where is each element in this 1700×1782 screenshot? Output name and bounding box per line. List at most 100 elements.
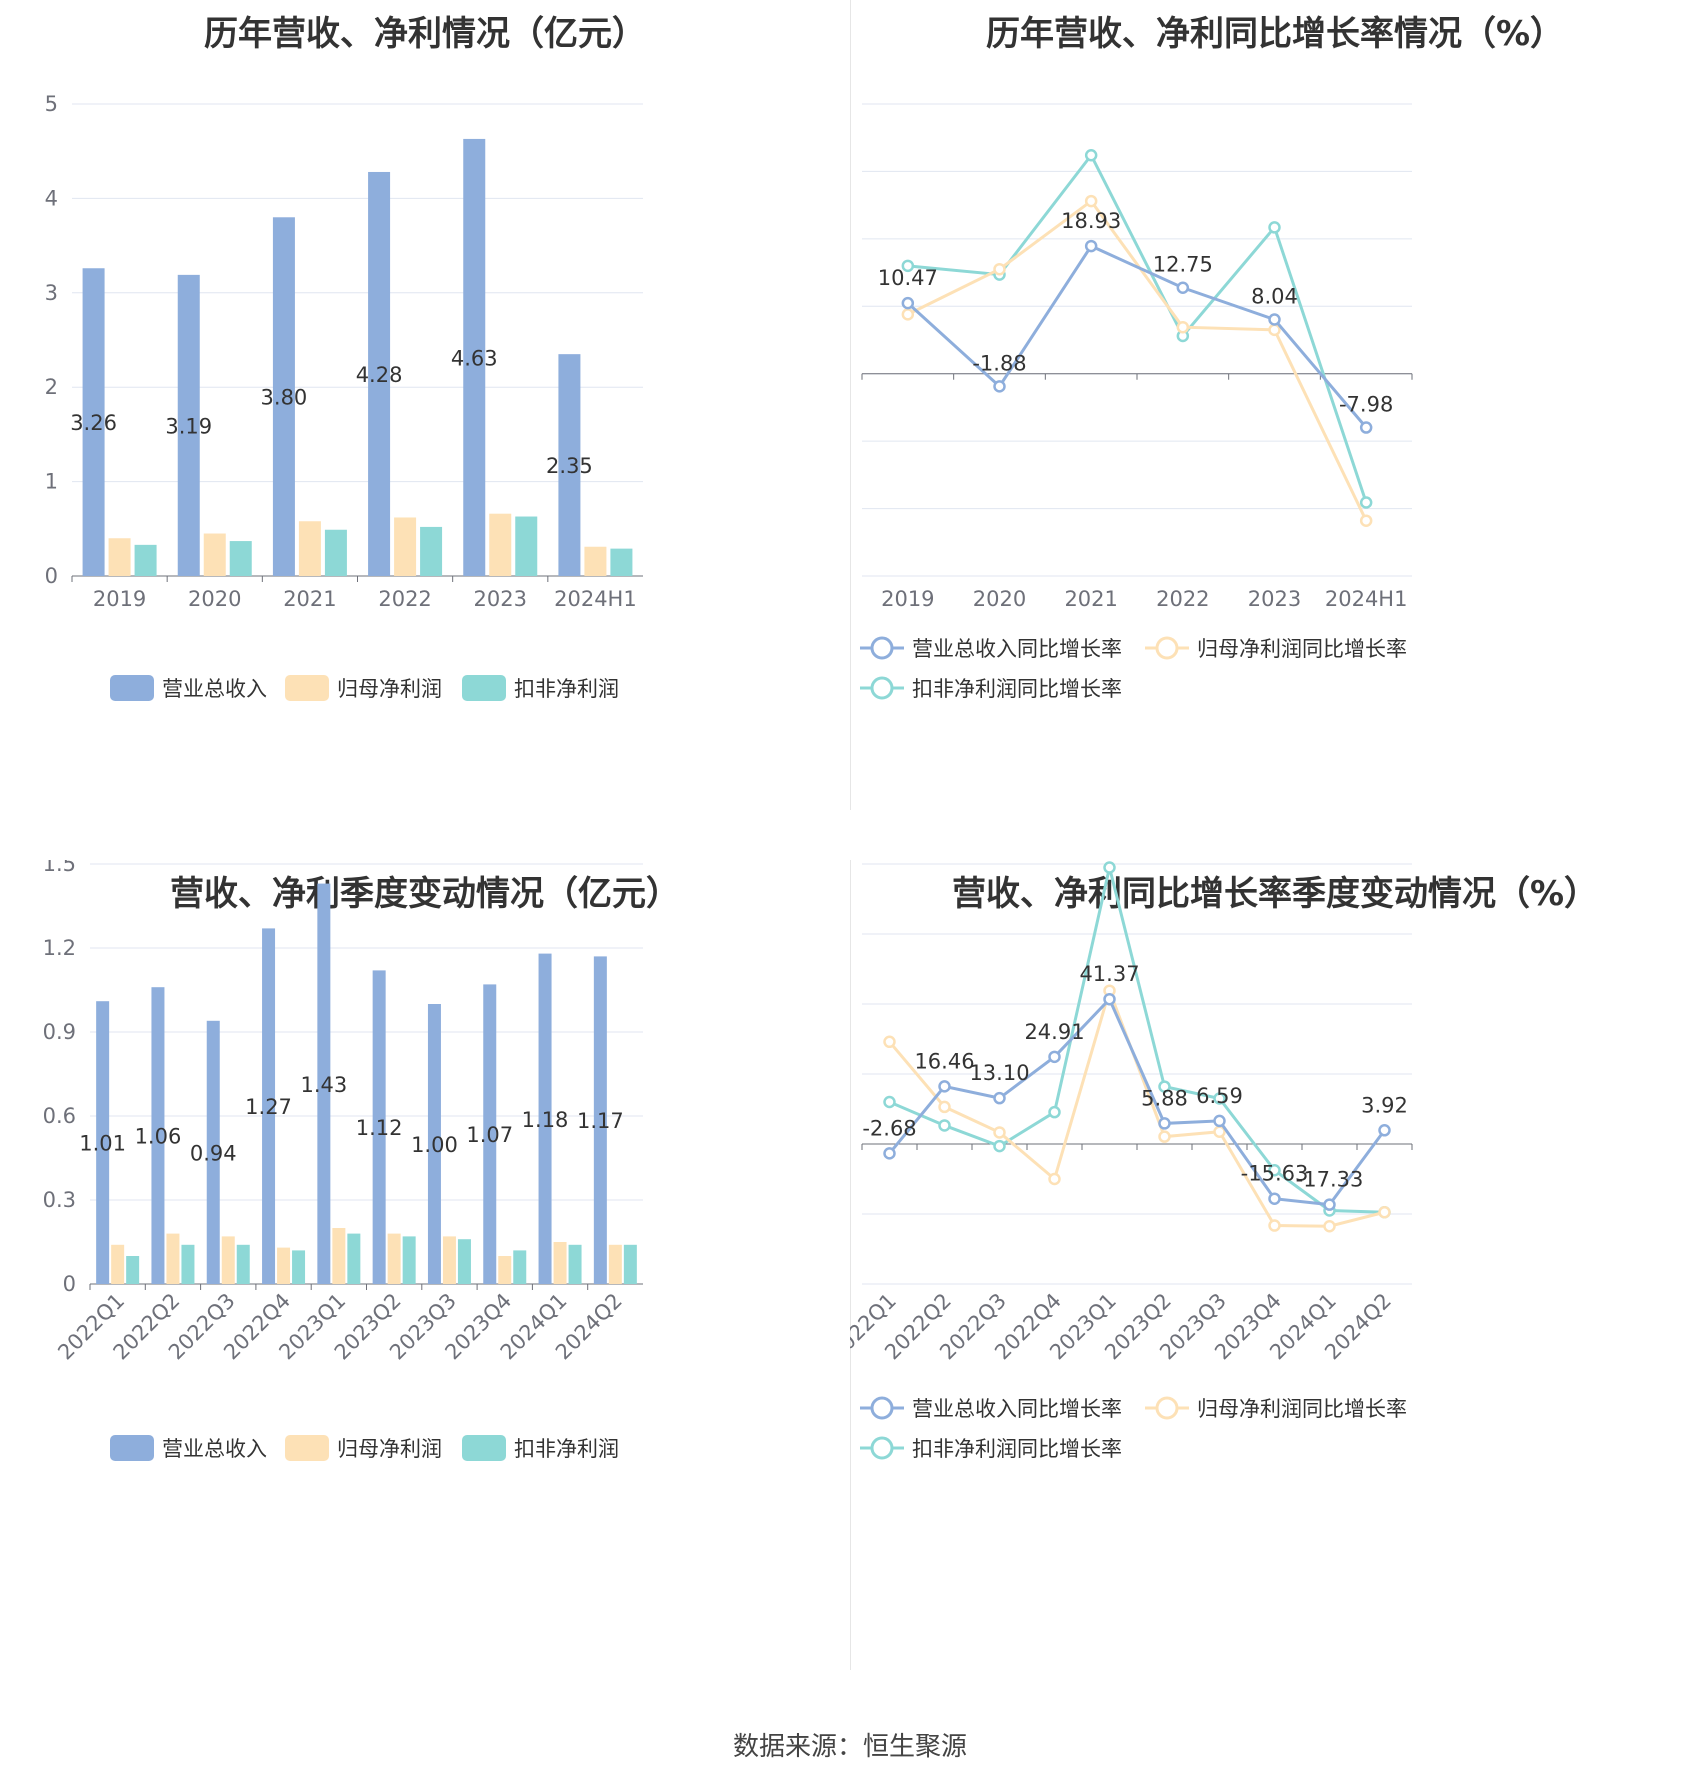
x-tick-label: 2019: [881, 587, 934, 611]
bar-revenue: [372, 970, 386, 1284]
data-source-note: 数据来源：恒生聚源: [732, 1732, 967, 1762]
series-point: [1359, 496, 1373, 509]
bar-net-profit: [489, 513, 512, 576]
x-tick-label: 2020: [188, 587, 241, 611]
series-point: [1268, 1219, 1281, 1232]
legend-swatch: [462, 675, 506, 701]
series-point: [1048, 1105, 1061, 1119]
y-tick-label: 0: [63, 1272, 76, 1296]
legend-label: 归母净利润: [337, 677, 442, 701]
series-line-revenue-growth: [906, 244, 1368, 429]
legend-marker: [870, 1396, 894, 1420]
series-point: [993, 1126, 1006, 1139]
bar-value-label: 1.43: [300, 1073, 347, 1097]
chart-title: 营收、净利季度变动情况（亿元）: [170, 874, 680, 914]
series-point: [1084, 194, 1098, 208]
series-point: [1103, 861, 1116, 874]
x-tick-label: 2024H1: [1325, 587, 1408, 611]
y-tick-label: 0.6: [43, 1104, 76, 1128]
legend-swatch: [462, 1435, 506, 1461]
bar-net-profit: [108, 538, 131, 576]
point-value-label: 41.37: [1079, 962, 1139, 986]
bar-value-label: 1.06: [135, 1125, 182, 1149]
panel-divider-bottom: [850, 860, 851, 1670]
bar-revenue: [427, 1004, 441, 1284]
point-value-label: 12.75: [1153, 253, 1213, 277]
chart-title: 历年营收、净利情况（亿元）: [204, 14, 646, 54]
annual-growth-line-chart: -30-20-1001020304010.47-1.8818.9312.758.…: [860, 103, 1413, 701]
point-value-label: -17.33: [1296, 1168, 1364, 1192]
point-value-label: 8.04: [1251, 285, 1298, 309]
series-point: [1158, 1117, 1171, 1130]
point-value-label: 24.91: [1024, 1020, 1084, 1044]
bar-net-profit: [584, 546, 607, 576]
bar-deducted-profit: [324, 529, 347, 576]
bar-value-label: 1.01: [79, 1132, 126, 1156]
bar-revenue: [262, 928, 276, 1284]
point-value-label: 6.59: [1196, 1084, 1243, 1108]
x-tick-label: 2022: [1156, 587, 1209, 611]
series-point: [1268, 323, 1281, 337]
series-point: [938, 1080, 951, 1093]
point-value-label: 5.88: [1141, 1086, 1188, 1110]
bar-value-label: 4.63: [451, 346, 498, 370]
y-tick-label: 0: [45, 564, 58, 588]
y-tick-label: 4: [45, 186, 58, 210]
bar-net-profit: [221, 1236, 235, 1284]
series-point: [901, 296, 915, 310]
series-point: [1158, 1130, 1171, 1143]
bar-deducted-profit: [126, 1256, 140, 1284]
point-value-label: 10.47: [878, 266, 938, 290]
series-point: [993, 262, 1006, 276]
bar-value-label: 1.00: [411, 1133, 458, 1157]
bar-value-label: 1.18: [522, 1108, 569, 1132]
y-tick-label: 2: [45, 375, 58, 399]
point-value-label: -7.98: [1339, 393, 1393, 417]
series-point: [1213, 1114, 1226, 1128]
bar-net-profit: [394, 517, 417, 576]
series-point: [1048, 1172, 1061, 1186]
legend-swatch: [285, 1435, 329, 1461]
y-tick-label: 1.2: [43, 936, 76, 960]
y-tick-label: 1: [45, 470, 58, 494]
point-value-label: 18.93: [1061, 209, 1121, 233]
bar-deducted-profit: [292, 1250, 306, 1284]
series-point: [901, 308, 915, 321]
series-line-deducted-profit-growth: [888, 867, 1385, 1214]
bar-deducted-profit: [457, 1239, 471, 1284]
legend-marker: [1155, 1396, 1179, 1420]
bar-deducted-profit: [610, 548, 633, 576]
x-tick-label: 2019: [93, 587, 146, 611]
bar-value-label: 3.80: [261, 386, 308, 410]
series-point: [901, 259, 915, 273]
legend-label: 营业总收入: [162, 677, 267, 701]
bar-value-label: 1.27: [245, 1095, 292, 1119]
point-value-label: 13.10: [969, 1061, 1029, 1085]
legend-label: 扣非净利润: [514, 677, 619, 701]
series-point: [883, 1095, 896, 1109]
bar-revenue: [206, 1020, 220, 1284]
legend-label: 扣非净利润同比增长率: [912, 677, 1122, 701]
y-tick-label: 0.3: [43, 1188, 76, 1212]
legend-label: 归母净利润: [337, 1437, 442, 1461]
x-tick-label: 2021: [1064, 587, 1117, 611]
annual-revenue-profit-panel: 历年营收、净利情况（亿元） 0 1 2 3 4 5 3.26 2019 3.19 2020 3.80…: [0, 0, 850, 860]
series-point: [938, 1119, 951, 1132]
legend-swatch: [110, 675, 154, 701]
legend-marker: [1155, 636, 1179, 660]
bar-deducted-profit: [347, 1233, 361, 1284]
series-line-net-profit-growth: [907, 198, 1368, 522]
legend-label: 归母净利润同比增长率: [1197, 1397, 1407, 1421]
bar-value-label: 2.35: [546, 454, 593, 478]
chart-title: 营收、净利同比增长率季度变动情况（%）: [951, 874, 1599, 914]
bar-net-profit: [498, 1256, 512, 1284]
series-point: [883, 1147, 896, 1160]
series-point: [1084, 148, 1098, 162]
series-point: [1323, 1220, 1336, 1233]
series-point: [1084, 239, 1098, 253]
x-tick-label: 2023: [1248, 587, 1301, 611]
series-point: [1359, 514, 1373, 527]
y-tick-label: 5: [45, 92, 58, 116]
series-point: [993, 1139, 1006, 1153]
bar-deducted-profit: [515, 516, 538, 576]
